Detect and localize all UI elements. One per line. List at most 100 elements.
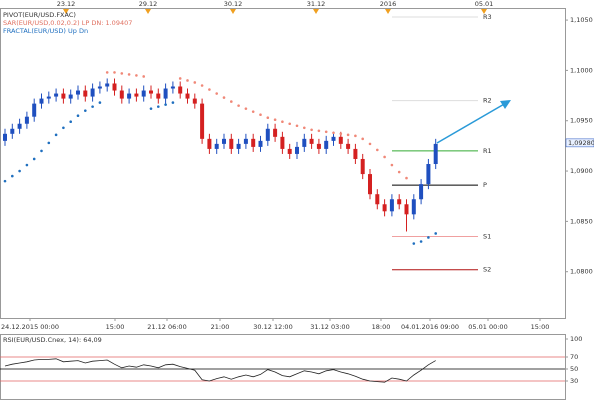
candle-body [39, 98, 44, 104]
sar-dot [32, 157, 36, 161]
rsi-tick-label: 100 [570, 335, 582, 343]
candle-body [10, 128, 15, 134]
sar-dot [397, 170, 401, 174]
top-time-label: 2016 [380, 0, 397, 8]
sar-dot [91, 105, 94, 108]
sar-dot [135, 74, 138, 77]
sar-dot [171, 101, 175, 104]
arrow-head [500, 100, 511, 109]
sar-dot [105, 71, 109, 74]
candle-body [236, 143, 241, 149]
time-marker [481, 9, 487, 14]
candle-body [3, 133, 7, 141]
sar-dot [193, 81, 197, 84]
sar-dot [251, 110, 255, 113]
sar-dot [230, 100, 233, 103]
candle-body [273, 128, 278, 137]
candle-body [265, 128, 270, 141]
candle-body [338, 136, 343, 144]
legend-entry: SAR(EUR/USD,0.02,0.2) LP DN: 1.09407 [3, 19, 132, 27]
candle-body [222, 138, 226, 144]
pivot-label: P [483, 181, 487, 189]
sar-dot [237, 104, 240, 107]
candle-body [134, 93, 139, 97]
sar-dot [361, 137, 365, 141]
sar-dot [200, 84, 204, 87]
x-tick-label: 31.12 03:00 [310, 323, 349, 331]
top-time-label: 30.12 [224, 0, 243, 8]
candle-body [368, 174, 372, 195]
candle-body [149, 90, 153, 94]
legend-entry: PIVOT(EUR/USD.FXAC) [3, 11, 76, 19]
sar-dot [317, 129, 321, 133]
candle-body [17, 123, 22, 129]
sar-dot [339, 132, 343, 136]
top-time-label: 29.12 [139, 0, 158, 8]
sar-dot [127, 73, 131, 76]
candle-body [90, 88, 95, 97]
sar-dot [259, 113, 262, 116]
top-time-label: 23.12 [57, 0, 76, 8]
candle-body [214, 143, 219, 149]
candle-body [346, 143, 351, 149]
sar-dot [222, 96, 226, 99]
time-marker [145, 9, 151, 14]
candle-body [178, 86, 183, 94]
sar-dot [303, 126, 306, 130]
rsi-tick-label: 50 [570, 365, 578, 373]
candle-body [54, 93, 59, 97]
sar-dot [186, 79, 189, 82]
sar-dot [3, 179, 7, 183]
pivot-label: R1 [483, 147, 492, 155]
candle-body [243, 138, 248, 144]
y-tick-label: 1,0950 [570, 117, 593, 125]
top-time-label: 31.12 [307, 0, 326, 8]
x-tick-label: 15:00 [531, 323, 550, 331]
candle-body [200, 103, 205, 139]
candle-body [163, 88, 168, 99]
sar-dot [69, 120, 72, 124]
sar-dot [405, 176, 408, 180]
sar-dot [310, 128, 313, 132]
rsi-tick-label: 30 [570, 377, 578, 385]
last-price-box [565, 138, 594, 148]
rsi-line [4, 358, 436, 383]
sar-dot [84, 109, 87, 112]
x-tick-label: 05.01 00:00 [468, 323, 507, 331]
rsi-title: RSI(EUR/USD.Cnex, 14): 64,09 [3, 336, 102, 344]
candle-body [192, 98, 197, 104]
sar-dot [412, 242, 416, 245]
candle-body [353, 148, 358, 159]
x-tick-label: 04.01.2016 09:00 [401, 323, 459, 331]
sar-dot [368, 142, 372, 146]
x-tick-label: 30.12 12:00 [253, 323, 292, 331]
sar-dot [419, 240, 423, 243]
sar-dot [142, 75, 145, 78]
sar-dot [157, 105, 160, 108]
sar-dot [54, 133, 58, 137]
plot: 1,1050 1,1000 1,0950 1,0900 1,0850 1,0800 23.1… [0, 0, 594, 385]
legend-entry: FRACTAL(EUR/USD) Up Dn [3, 27, 88, 35]
sar-dot [149, 107, 153, 110]
candle-body [119, 90, 124, 99]
sar-dot [346, 133, 350, 137]
sar-dot [427, 236, 430, 239]
price-pane [0, 8, 566, 319]
sar-dot [76, 114, 80, 117]
pivot-label: R3 [483, 13, 492, 21]
candle-body [382, 204, 387, 212]
candle-body [83, 90, 88, 97]
candle-body [419, 184, 424, 200]
candle-body [141, 90, 146, 97]
candle-body [426, 164, 431, 185]
candle-body [397, 199, 402, 205]
candle-body [324, 140, 329, 149]
y-tick-label: 1,0850 [570, 217, 593, 225]
sar-dot [178, 77, 182, 80]
y-tick-label: 1,1000 [570, 66, 593, 74]
candle-body [295, 146, 299, 154]
candle-body [185, 93, 190, 99]
candle-body [156, 93, 161, 99]
candle-body [389, 199, 394, 212]
time-marker [63, 9, 69, 14]
